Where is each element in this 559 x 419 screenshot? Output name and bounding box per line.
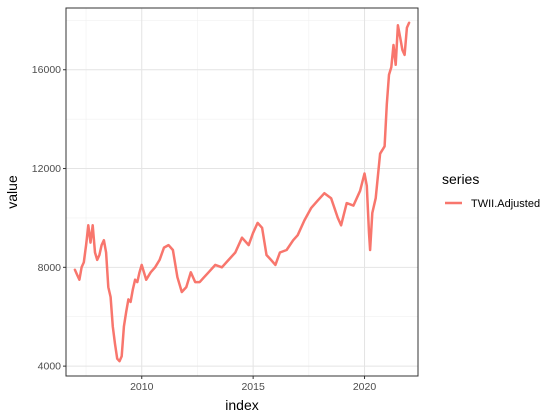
x-tick-label: 2010 [130,381,154,393]
y-tick-label: 12000 [32,163,61,175]
y-tick-label: 4000 [38,361,62,373]
legend-items: TWII.Adjusted [445,198,540,210]
legend-title: series [442,171,479,187]
x-tick-label: 2020 [353,381,377,393]
series-line [73,21,411,363]
x-axis-ticks: 2010 2015 2020 [130,376,376,393]
panel-border [65,7,419,377]
y-axis-title: value [4,175,20,209]
legend: series TWII.Adjusted [442,171,540,210]
y-axis-ticks: 4000 8000 12000 16000 [32,64,66,373]
grid [66,8,418,376]
series-lines [73,21,411,363]
x-axis-title: index [225,397,258,413]
y-tick-label: 16000 [32,64,61,76]
y-tick-label: 8000 [38,262,62,274]
x-tick-label: 2015 [241,381,265,393]
legend-label: TWII.Adjusted [471,198,540,210]
